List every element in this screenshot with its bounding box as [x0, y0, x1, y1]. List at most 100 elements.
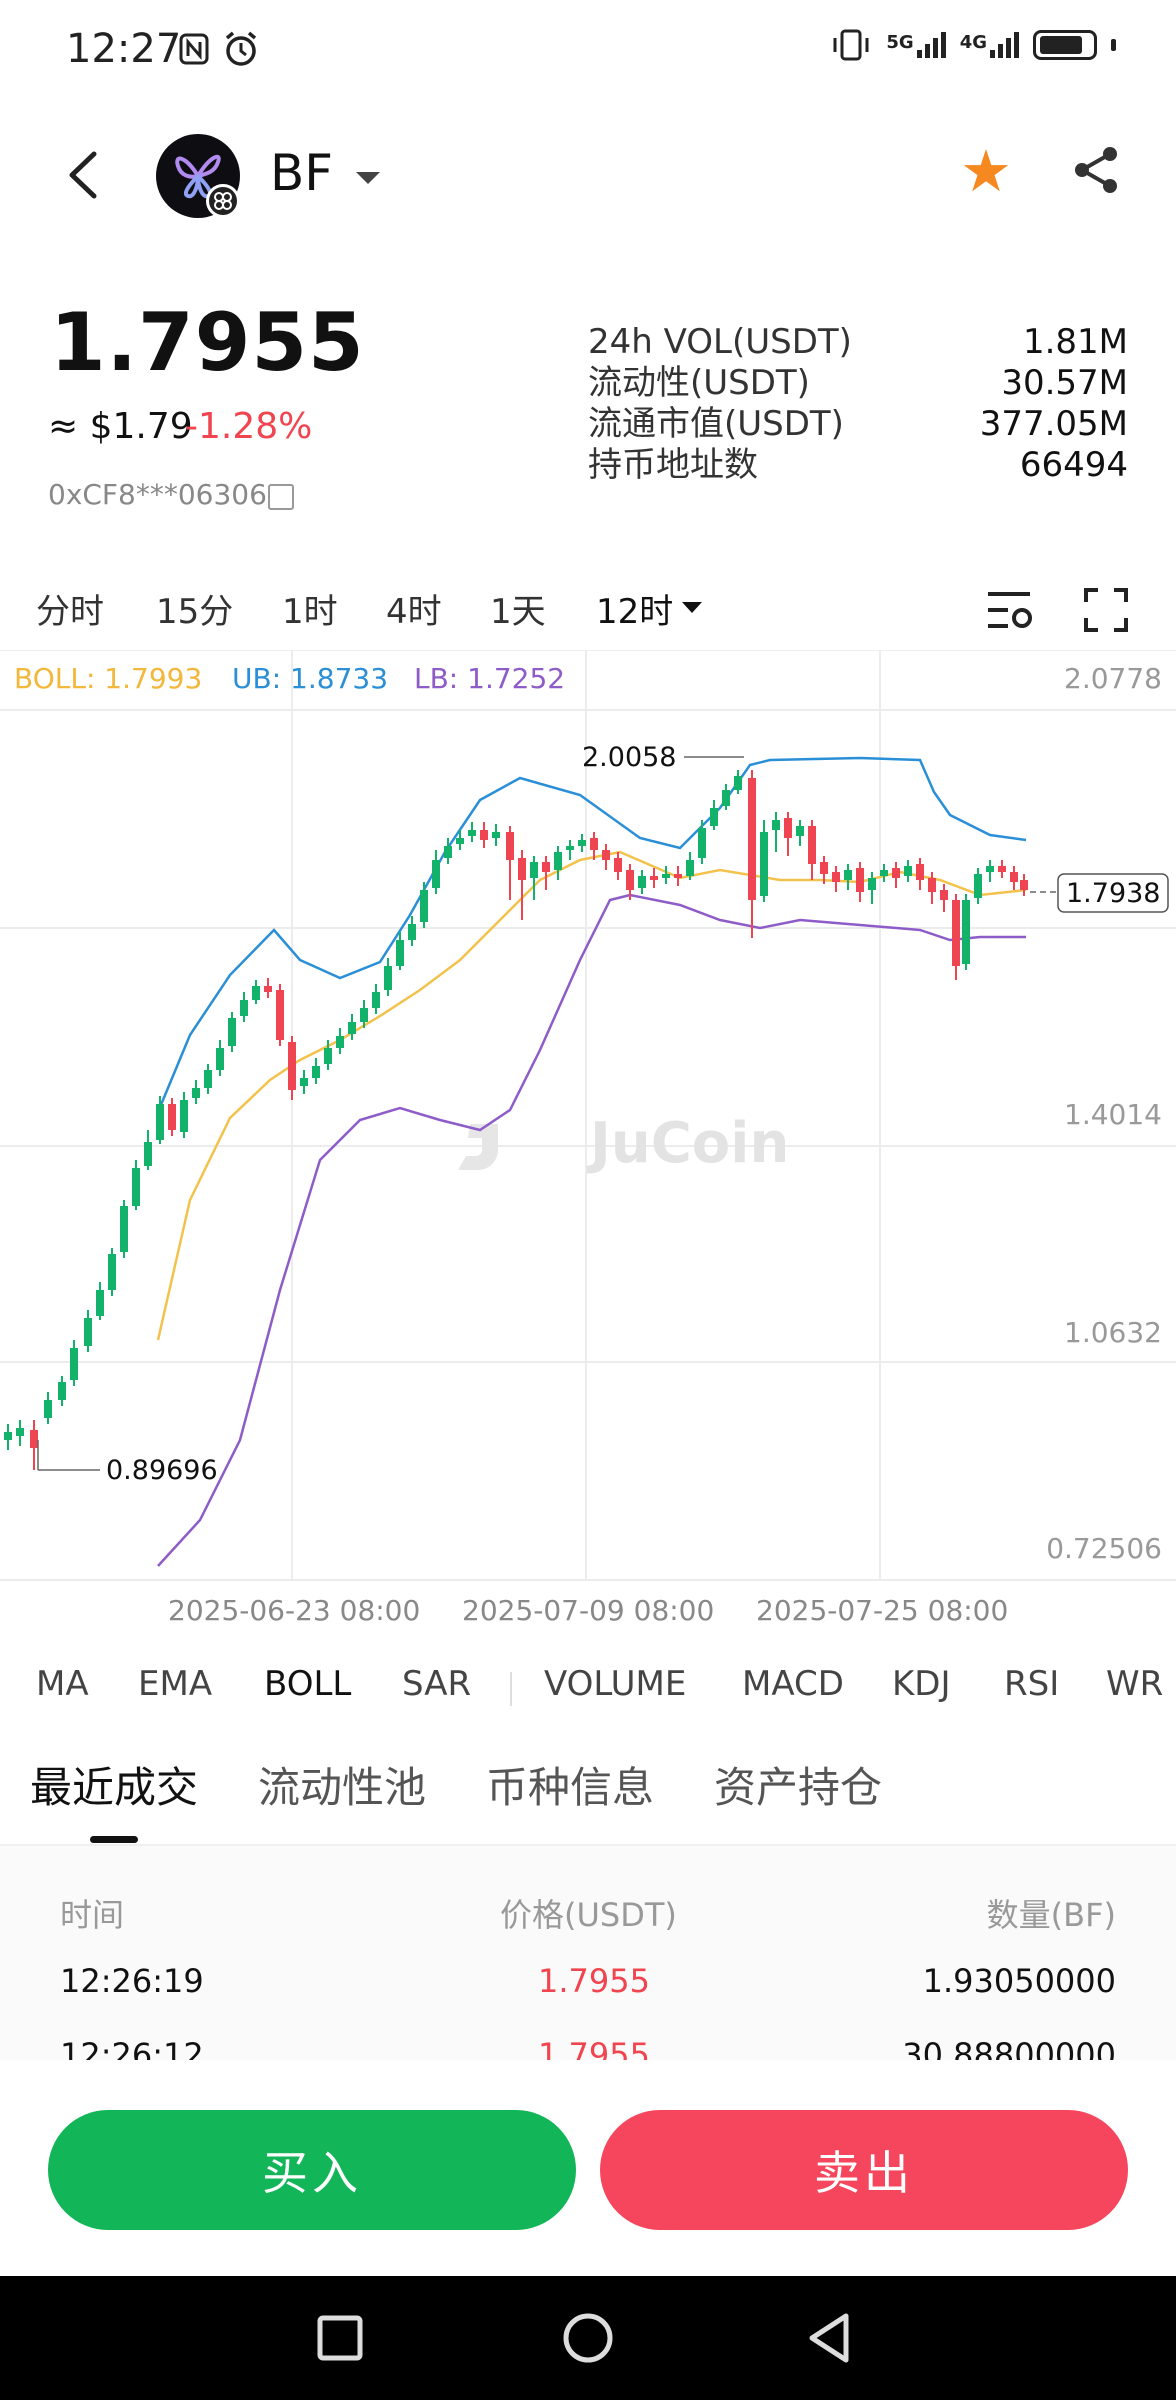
candle [518, 858, 526, 880]
chevron-down-icon[interactable] [682, 602, 702, 613]
y-tick: 1.0632 [1064, 1316, 1162, 1349]
candle [662, 874, 670, 878]
y-tick: 2.0778 [1064, 662, 1162, 695]
candle [204, 1070, 212, 1088]
chart-marks: 2.0058 0.89696 1.7938 [37, 742, 1169, 1486]
divider [0, 1844, 1176, 1846]
boll-upper-line [156, 756, 1027, 1113]
tab-timeframe-line[interactable]: 分时 [36, 592, 104, 632]
nfc-icon [178, 32, 210, 70]
candle [58, 1382, 66, 1400]
candle [986, 866, 994, 872]
sell-button[interactable]: 卖出 [600, 2110, 1128, 2230]
high-price-label: 2.0058 [582, 742, 676, 773]
candle [456, 838, 464, 844]
candle [856, 868, 864, 892]
candle [650, 876, 658, 880]
contract-address: 0xCF8***06306 [48, 478, 267, 511]
trade-qty: 1.93050000 [922, 1962, 1116, 2000]
tab-recent-trades[interactable]: 最近成交 [30, 1763, 199, 1812]
fullscreen-icon[interactable] [1084, 588, 1128, 636]
candle [300, 1078, 308, 1086]
tab-timeframe-1d[interactable]: 1天 [490, 592, 546, 632]
stat-row: 持币地址数 66494 [588, 445, 1128, 485]
system-nav-bar [0, 2276, 1176, 2400]
tab-liquidity-pool[interactable]: 流动性池 [258, 1763, 427, 1812]
chain-badge-icon [206, 184, 240, 218]
candle [468, 830, 476, 836]
indicator-rsi[interactable]: RSI [1004, 1664, 1060, 1704]
legend-lb: LB: 1.7252 [414, 662, 566, 695]
price-chart[interactable]: JuCoin 2.0058 0.89696 1.7938 [0, 650, 1176, 1585]
candle [360, 1008, 368, 1022]
candle [530, 862, 538, 878]
price-change: -1.28% [185, 406, 313, 447]
candle [542, 862, 550, 872]
candle [868, 878, 876, 890]
candle [252, 986, 260, 1000]
candle [168, 1104, 176, 1130]
candle [554, 852, 562, 870]
copy-icon[interactable] [268, 484, 294, 510]
indicator-ema[interactable]: EMA [138, 1664, 213, 1704]
indicator-sar[interactable]: SAR [402, 1664, 472, 1704]
indicator-kdj[interactable]: KDJ [892, 1664, 951, 1704]
signal-5g-icon: 5G [886, 32, 946, 58]
candle [698, 828, 706, 858]
candle [228, 1018, 236, 1046]
candle [614, 858, 622, 872]
tab-timeframe-15m[interactable]: 15分 [156, 592, 234, 632]
battery-icon [1033, 30, 1097, 60]
favorite-star-icon[interactable]: ★ [960, 137, 1012, 205]
candle [288, 1042, 296, 1090]
indicator-wr[interactable]: WR [1106, 1664, 1164, 1704]
candle [180, 1100, 188, 1132]
indicator-macd[interactable]: MACD [742, 1664, 844, 1704]
share-icon[interactable] [1070, 144, 1122, 200]
candle [312, 1066, 320, 1078]
candle [880, 870, 888, 876]
candle [686, 860, 694, 876]
candle [44, 1400, 52, 1418]
candle [626, 870, 634, 890]
candle [784, 818, 792, 838]
watermark-text: JuCoin [586, 1111, 789, 1176]
recent-apps-icon [317, 2315, 363, 2361]
candle [1020, 880, 1028, 890]
low-price-label: 0.89696 [106, 1455, 218, 1486]
candle [336, 1036, 344, 1048]
indicator-volume[interactable]: VOLUME [544, 1664, 687, 1704]
candle [734, 776, 742, 790]
current-price-label: 1.7938 [1066, 878, 1160, 909]
chevron-down-icon[interactable] [356, 172, 380, 184]
candle [480, 830, 488, 840]
candle [506, 832, 514, 860]
tab-timeframe-12h[interactable]: 12时 [596, 592, 674, 632]
buy-button[interactable]: 买入 [48, 2110, 576, 2230]
tab-token-info[interactable]: 币种信息 [486, 1763, 655, 1812]
tab-timeframe-4h[interactable]: 4时 [386, 592, 442, 632]
candle [70, 1348, 78, 1380]
candle [566, 846, 574, 850]
indicator-boll[interactable]: BOLL [264, 1664, 352, 1704]
candle [216, 1048, 224, 1070]
pair-symbol[interactable]: BF [270, 144, 334, 202]
back-button[interactable] [62, 150, 102, 200]
candle [998, 866, 1006, 872]
candle [156, 1104, 164, 1140]
x-tick: 2025-07-25 08:00 [756, 1594, 1009, 1627]
x-tick: 2025-07-09 08:00 [462, 1594, 715, 1627]
candle [144, 1142, 152, 1166]
chart-grid [0, 650, 1176, 1581]
indicator-ma[interactable]: MA [36, 1664, 89, 1704]
tab-timeframe-1h[interactable]: 1时 [282, 592, 338, 632]
candle [892, 868, 900, 878]
status-time: 12:27 [66, 26, 182, 72]
candle [420, 890, 428, 922]
candle [772, 820, 780, 830]
chart-settings-icon[interactable] [986, 590, 1034, 634]
candle [832, 872, 840, 882]
tab-holdings[interactable]: 资产持仓 [714, 1763, 883, 1812]
alarm-icon [222, 30, 260, 72]
candle [96, 1290, 104, 1316]
